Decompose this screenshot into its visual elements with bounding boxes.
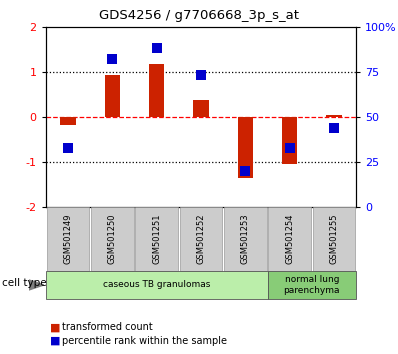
Text: ■: ■: [50, 322, 60, 332]
Bar: [193, 100, 209, 117]
Polygon shape: [29, 280, 44, 290]
Point: [154, 45, 160, 51]
Text: GSM501249: GSM501249: [63, 214, 72, 264]
Text: GSM501255: GSM501255: [330, 214, 339, 264]
Bar: [105, 75, 120, 117]
Text: GSM501254: GSM501254: [285, 214, 294, 264]
Text: normal lung
parenchyma: normal lung parenchyma: [284, 275, 340, 295]
Text: GSM501253: GSM501253: [241, 213, 250, 264]
Point: [242, 168, 248, 174]
Bar: [149, 64, 164, 117]
Text: GSM501250: GSM501250: [108, 214, 117, 264]
Point: [331, 125, 337, 131]
Bar: [238, 117, 253, 178]
Text: GSM501251: GSM501251: [152, 214, 161, 264]
Text: GSM501252: GSM501252: [197, 214, 205, 264]
Text: percentile rank within the sample: percentile rank within the sample: [62, 336, 227, 346]
Bar: [326, 115, 342, 117]
Point: [109, 56, 115, 62]
Text: caseous TB granulomas: caseous TB granulomas: [103, 280, 210, 290]
Text: ■: ■: [50, 336, 60, 346]
Point: [287, 145, 293, 150]
Point: [65, 145, 71, 150]
Text: transformed count: transformed count: [62, 322, 152, 332]
Text: GDS4256 / g7706668_3p_s_at: GDS4256 / g7706668_3p_s_at: [99, 9, 299, 22]
Text: cell type: cell type: [2, 278, 47, 288]
Point: [198, 73, 204, 78]
Bar: [60, 117, 76, 125]
Bar: [282, 117, 297, 164]
